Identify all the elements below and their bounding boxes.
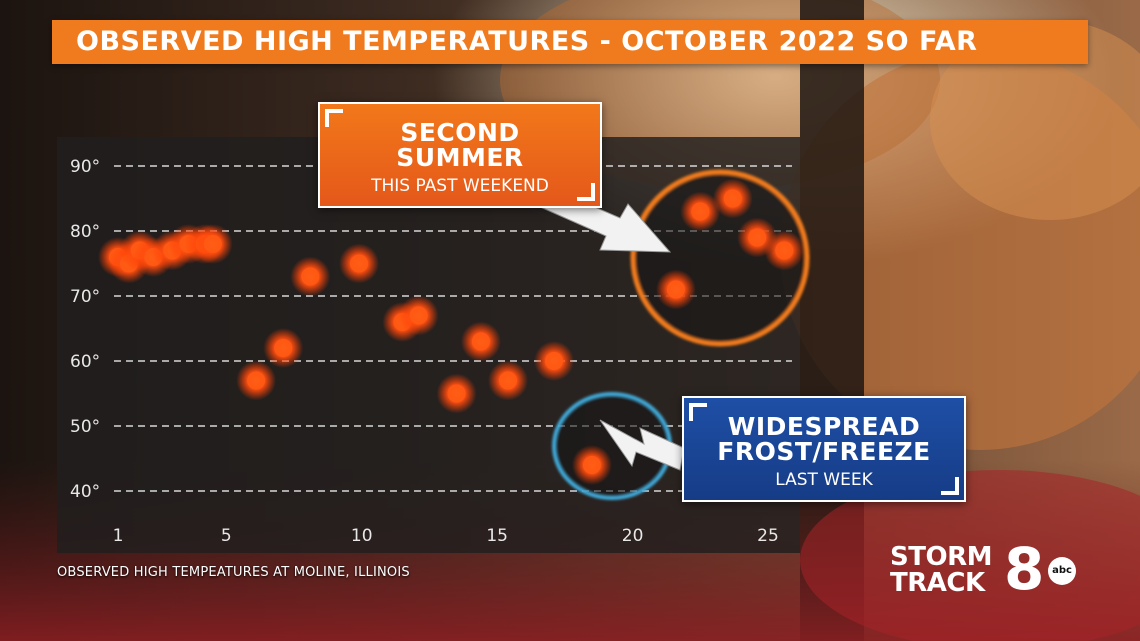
data-point bbox=[236, 360, 277, 401]
x-tick-label: 1 bbox=[113, 526, 124, 546]
callout-corner bbox=[689, 403, 707, 421]
data-point bbox=[192, 224, 233, 264]
logo-word-storm: STORM bbox=[890, 542, 992, 572]
data-point bbox=[534, 341, 575, 381]
y-tick-label: 90° bbox=[70, 157, 100, 177]
data-point bbox=[571, 445, 612, 485]
x-tick-label: 20 bbox=[622, 526, 644, 546]
x-tick-label: 25 bbox=[757, 526, 779, 546]
callout-line2: FROST/FREEZE bbox=[717, 437, 931, 466]
y-tick-label: 80° bbox=[70, 222, 100, 242]
data-point bbox=[339, 243, 380, 284]
data-point bbox=[290, 256, 331, 297]
abc-network-icon: abc bbox=[1048, 557, 1076, 585]
x-tick-label: 15 bbox=[486, 526, 508, 546]
x-tick-label: 5 bbox=[221, 526, 232, 546]
second-summer-callout: SECOND SUMMER THIS PAST WEEKEND bbox=[318, 102, 602, 208]
y-tick-label: 50° bbox=[70, 417, 100, 437]
source-note: OBSERVED HIGH TEMPEATURES AT MOLINE, ILL… bbox=[57, 565, 410, 580]
frost-arrow bbox=[599, 419, 685, 471]
y-tick-label: 40° bbox=[70, 482, 100, 502]
data-point bbox=[655, 269, 696, 310]
callout-line1: WIDESPREAD bbox=[727, 412, 921, 441]
data-point bbox=[764, 230, 805, 271]
frost-freeze-callout: WIDESPREAD FROST/FREEZE LAST WEEK bbox=[682, 396, 966, 502]
callout-line2: SUMMER bbox=[396, 143, 524, 172]
data-point bbox=[436, 373, 477, 414]
logo-number: 8 bbox=[1004, 535, 1045, 603]
data-point bbox=[263, 328, 304, 368]
y-tick-label: 60° bbox=[70, 352, 100, 372]
callout-corner bbox=[325, 109, 343, 127]
y-axis: 40° 50° 60° 70° 80° 90° bbox=[70, 157, 100, 502]
x-tick-label: 10 bbox=[351, 526, 373, 546]
data-points bbox=[98, 178, 805, 485]
station-logo: STORM TRACK 8 abc bbox=[890, 537, 1080, 603]
data-point bbox=[712, 178, 753, 219]
callout-corner bbox=[941, 477, 959, 495]
callout-corner bbox=[577, 183, 595, 201]
chart-title: OBSERVED HIGH TEMPERATURES - OCTOBER 202… bbox=[76, 26, 978, 57]
callout-subtitle: LAST WEEK bbox=[775, 470, 873, 490]
data-point bbox=[488, 360, 528, 401]
y-tick-label: 70° bbox=[70, 287, 100, 307]
x-axis: 1 5 10 15 20 25 bbox=[113, 526, 779, 546]
data-point bbox=[680, 191, 721, 232]
callout-line1: SECOND bbox=[400, 118, 520, 147]
logo-word-track: TRACK bbox=[890, 568, 985, 598]
chart-title-bar: OBSERVED HIGH TEMPERATURES - OCTOBER 202… bbox=[52, 20, 1088, 64]
data-point bbox=[460, 321, 501, 362]
callout-subtitle: THIS PAST WEEKEND bbox=[371, 176, 549, 196]
data-point bbox=[398, 295, 439, 336]
